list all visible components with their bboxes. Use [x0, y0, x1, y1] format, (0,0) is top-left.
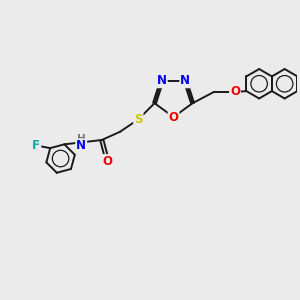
Text: O: O — [169, 110, 178, 124]
Text: H: H — [77, 134, 86, 144]
Text: O: O — [102, 155, 112, 168]
Text: N: N — [157, 74, 167, 87]
Text: O: O — [230, 85, 240, 98]
Text: N: N — [180, 74, 190, 87]
Text: S: S — [134, 113, 142, 126]
Text: N: N — [76, 140, 86, 152]
Text: F: F — [32, 139, 40, 152]
